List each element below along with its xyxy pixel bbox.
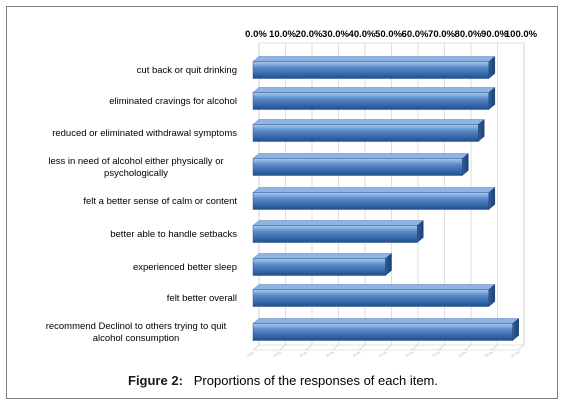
floor-line (438, 344, 445, 351)
bar-top (252, 318, 520, 324)
x-tick-label-faint: 30.0% (325, 350, 335, 358)
x-tick-label-faint: 10.0% (272, 350, 282, 358)
bar-end (478, 119, 485, 142)
bottom-axis-labels: 0.0% 10.0% 20.0% 30.0% 40.0% 50.0% 60.0% 70.0% 8… (247, 350, 522, 359)
bar-end (512, 318, 519, 341)
bar-top (252, 284, 496, 290)
bars (252, 56, 520, 341)
floor-line (464, 344, 472, 351)
bar-end (488, 187, 496, 210)
x-tick-label: 0.0% (245, 29, 267, 40)
category-label: cut back or quit drinking (137, 65, 237, 76)
bar-group-item (252, 119, 485, 142)
bar-end (417, 220, 424, 243)
caption-label: Figure 2: (128, 373, 183, 388)
x-tick-label: 70.0% (428, 29, 455, 40)
x-tick-label-faint: 80.0% (458, 350, 468, 358)
bar (252, 192, 490, 210)
x-tick-label-faint: 40.0% (352, 350, 362, 358)
bar (252, 289, 490, 307)
bar-top (252, 253, 393, 259)
bar-group-item (252, 318, 520, 341)
x-tick-label: 20.0% (296, 29, 323, 40)
bar-end (488, 87, 496, 110)
x-tick-label-faint: 20.0% (299, 350, 309, 358)
x-axis-ticks: 0.0% 10.0% 20.0% 30.0% 40.0% 50.0% 60.0% 70.0% 8… (245, 29, 537, 40)
bar-end (462, 153, 469, 176)
x-tick-label-faint: 0.0% (247, 351, 255, 358)
category-label: less in need of alcohol either physicall… (48, 156, 223, 167)
bar (252, 92, 490, 110)
category-label: psychologically (104, 168, 168, 179)
category-label: recommend Declinol to others trying to q… (46, 321, 227, 332)
bar-top (252, 187, 496, 193)
x-tick-label-faint: 60.0% (405, 350, 415, 358)
bar (252, 61, 490, 79)
bar-top (252, 87, 496, 93)
bar (252, 225, 418, 243)
category-label: experienced better sleep (133, 262, 237, 273)
bar-chart: 0.0% 10.0% 20.0% 30.0% 40.0% 50.0% 60.0% 70.0% 8… (46, 29, 538, 359)
figure-caption: Figure 2: Proportions of the responses o… (0, 373, 566, 388)
floor-line (252, 344, 260, 351)
floor-line (358, 344, 366, 351)
floor-line (517, 344, 525, 351)
x-tick-label-faint: 90.0% (484, 350, 494, 358)
category-label: eliminated cravings for alcohol (109, 96, 237, 107)
bar-top (252, 119, 485, 125)
category-label: felt a better sense of calm or content (83, 196, 237, 207)
bar-top (252, 56, 496, 62)
x-tick-label: 100.0% (505, 29, 538, 40)
x-tick-label: 30.0% (322, 29, 349, 40)
category-label: felt better overall (167, 293, 237, 304)
bar-group-item (252, 187, 496, 210)
bar-end (385, 253, 392, 276)
x-tick-label-faint: 70.0% (431, 350, 441, 358)
x-tick-label: 80.0% (455, 29, 482, 40)
bar-group-item (252, 56, 496, 79)
x-tick-label-faint: 50.0% (378, 350, 388, 358)
bar-group-item (252, 87, 496, 110)
x-tick-label: 90.0% (481, 29, 508, 40)
floor-line (385, 344, 392, 351)
category-label: alcohol consumption (93, 333, 180, 344)
bar (252, 258, 386, 276)
bar-group-item (252, 284, 496, 307)
bar (252, 323, 513, 341)
bar-group-item (252, 220, 424, 243)
bar-group-item (252, 153, 469, 176)
floor-line (332, 344, 339, 351)
x-tick-label: 50.0% (375, 29, 402, 40)
x-tick-label: 60.0% (402, 29, 429, 40)
bar-top (252, 153, 469, 159)
bar (252, 124, 479, 142)
x-tick-label: 40.0% (349, 29, 376, 40)
bar-end (488, 284, 496, 307)
bar-top (252, 220, 424, 226)
floor-line (411, 344, 419, 351)
caption-text: Proportions of the responses of each ite… (193, 373, 438, 388)
category-label: reduced or eliminated withdrawal symptom… (52, 128, 237, 139)
floor-line (491, 344, 498, 351)
x-tick-label: 10.0% (269, 29, 296, 40)
floor-line (279, 344, 286, 351)
category-labels: cut back or quit drinking eliminated crav… (46, 65, 238, 344)
category-label: better able to handle setbacks (110, 229, 237, 240)
bar-group-item (252, 253, 393, 276)
floor-line (305, 344, 313, 351)
bar-end (488, 56, 496, 79)
bar (252, 158, 463, 176)
x-tick-label-faint: 100.0% (510, 350, 521, 359)
